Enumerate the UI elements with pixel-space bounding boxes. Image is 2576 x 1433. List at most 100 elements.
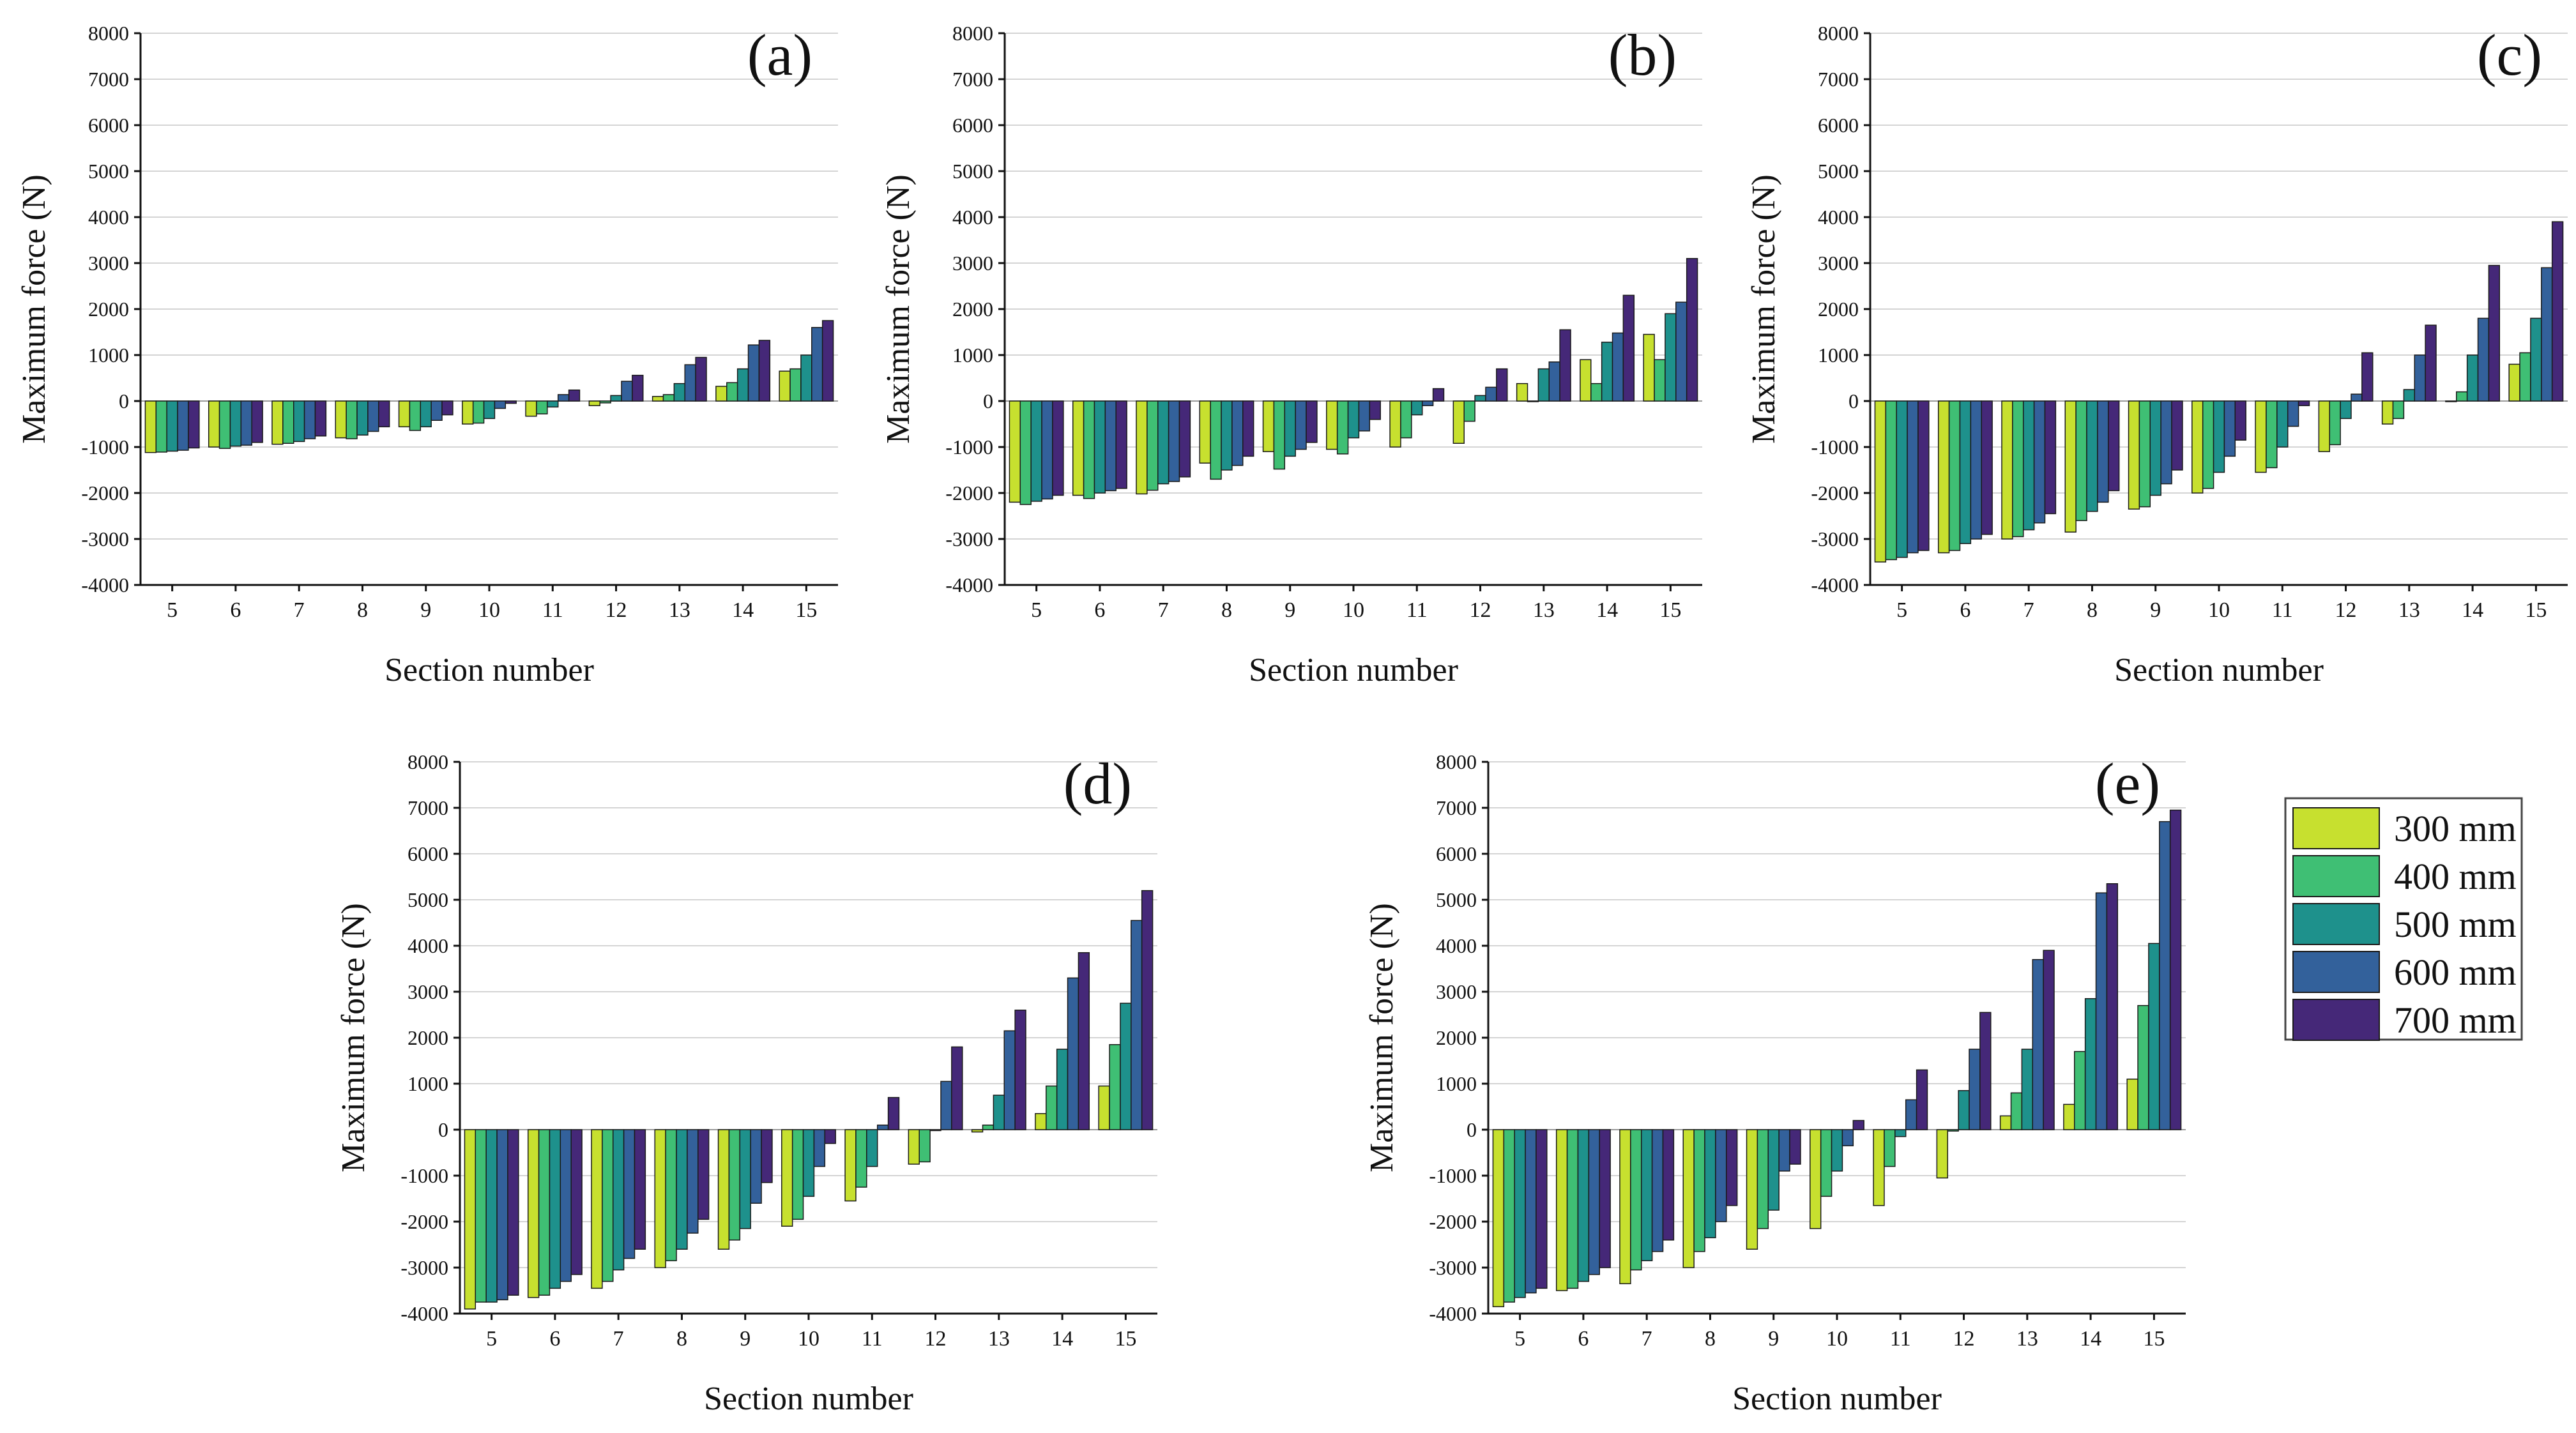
bar-500mm-section-6 [1094,400,1106,494]
bar-400mm-section-13 [2010,1092,2023,1130]
bar-600mm-section-9 [1778,1129,1790,1172]
bar-400mm-section-10 [472,400,485,424]
bar-400mm-section-5 [475,1129,487,1303]
bar-500mm-section-9 [2149,400,2161,496]
bar-300mm-section-6 [1937,400,1950,554]
y-tick-label: -1000 [945,436,993,459]
x-tick-label: 14 [2462,598,2483,622]
y-tick-label: 0 [119,390,129,413]
bar-300mm-section-6 [1072,400,1085,496]
bar-500mm-section-6 [229,400,242,447]
bar-600mm-section-13 [684,364,696,402]
bar-700mm-section-5 [1052,400,1064,496]
y-axis-title: Maximum force (N) [335,903,372,1172]
x-tick-label: 8 [676,1327,687,1351]
bar-300mm-section-9 [398,400,411,428]
y-tick-label: 6000 [1436,842,1477,865]
bar-300mm-section-13 [652,396,664,402]
y-tick-label: 8000 [1818,22,1859,45]
y-tick-label: 1000 [88,344,129,367]
bar-400mm-section-15 [789,368,802,402]
bar-300mm-section-8 [1199,400,1211,464]
bar-300mm-section-14 [715,386,728,402]
x-tick-label: 15 [2143,1327,2165,1351]
bar-400mm-section-9 [728,1129,741,1241]
bar-500mm-section-5 [1514,1129,1526,1298]
x-tick-label: 12 [1470,598,1491,622]
x-tick-label: 11 [1890,1327,1911,1351]
bar-600mm-section-12 [2351,393,2363,402]
y-tick-label: -4000 [1811,573,1859,596]
bar-300mm-section-5 [1874,400,1887,563]
y-tick-label: -2000 [1429,1210,1477,1233]
x-tick-label: 7 [613,1327,624,1351]
y-tick-label: 6000 [952,114,993,137]
x-tick-label: 6 [230,598,241,622]
y-tick-label: -4000 [400,1302,448,1325]
y-tick-label: 0 [438,1118,448,1141]
bar-300mm-section-10 [462,400,474,425]
bar-300mm-section-12 [588,400,600,406]
bar-600mm-section-14 [2095,892,2108,1130]
y-tick-label: 1000 [1436,1072,1477,1095]
y-tick-label: -2000 [945,481,993,504]
bar-600mm-section-15 [2541,267,2553,402]
x-tick-label: 15 [1115,1327,1136,1351]
bar-300mm-section-7 [1619,1129,1631,1284]
bar-400mm-section-12 [2329,400,2341,446]
bar-500mm-section-13 [673,383,686,402]
bar-600mm-section-6 [560,1129,572,1282]
bar-300mm-section-10 [2191,400,2204,494]
bar-300mm-section-9 [1262,400,1275,452]
x-tick-label: 13 [988,1327,1010,1351]
bar-500mm-section-14 [1056,1049,1069,1130]
bar-300mm-section-12 [1452,400,1465,444]
bar-600mm-section-5 [1907,400,1919,554]
bar-500mm-section-7 [1157,400,1170,485]
bar-500mm-section-8 [356,400,369,436]
x-axis-title: Section number [385,652,594,688]
bar-700mm-section-7 [1662,1129,1675,1241]
bar-700mm-section-8 [378,400,390,428]
x-tick-label: 7 [1642,1327,1652,1351]
bar-400mm-section-7 [1630,1129,1642,1271]
bar-600mm-section-9 [431,400,443,421]
bar-600mm-section-14 [1067,977,1079,1130]
legend-swatch [2292,807,2380,849]
bar-400mm-section-10 [1820,1129,1833,1197]
bar-600mm-section-9 [750,1129,762,1204]
x-tick-label: 9 [2150,598,2161,622]
bar-600mm-section-6 [1970,400,1982,540]
bar-400mm-section-7 [1147,400,1159,491]
bar-600mm-section-8 [367,400,379,432]
y-tick-label: -1000 [1811,436,1859,459]
bar-400mm-section-7 [282,400,294,444]
bar-300mm-section-10 [781,1129,793,1227]
legend-label: 300 mm [2394,808,2517,849]
y-tick-label: 1000 [952,344,993,367]
bar-300mm-section-11 [1873,1129,1885,1206]
x-tick-label: 7 [294,598,305,622]
bar-500mm-section-8 [1221,400,1233,471]
y-tick-label: 6000 [88,114,129,137]
panel-label: (a) [747,22,812,87]
x-tick-label: 10 [2208,598,2230,622]
legend-label: 500 mm [2394,904,2517,945]
bar-700mm-section-10 [2234,400,2246,441]
legend-label: 400 mm [2394,856,2517,897]
bar-300mm-section-7 [2001,400,2013,540]
bar-300mm-section-9 [717,1129,730,1250]
bar-300mm-section-15 [1643,333,1655,402]
bar-700mm-section-15 [1141,890,1154,1130]
bar-400mm-section-13 [1527,400,1539,402]
bar-500mm-section-5 [485,1129,498,1303]
bar-400mm-section-5 [1503,1129,1515,1303]
y-tick-label: 5000 [88,160,129,183]
bar-500mm-section-10 [2213,400,2225,473]
x-axis-title: Section number [1732,1381,1942,1417]
y-tick-label: 7000 [952,68,993,91]
bar-400mm-section-13 [2392,400,2405,420]
bar-400mm-section-11 [855,1129,867,1188]
y-tick-label: 3000 [408,980,448,1003]
bar-300mm-section-7 [1136,400,1148,495]
